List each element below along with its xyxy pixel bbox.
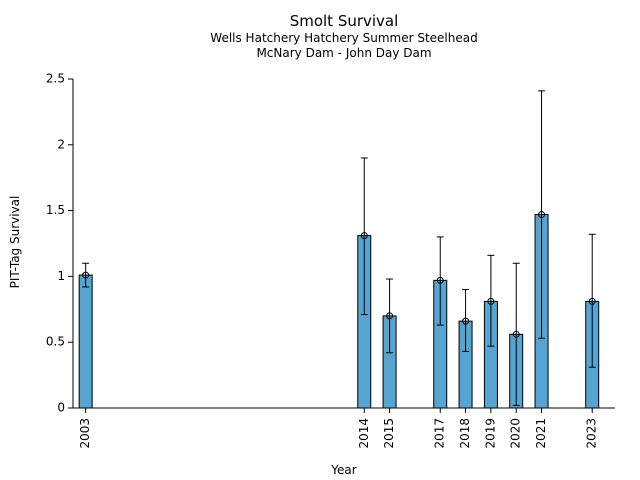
bars-group — [78, 214, 600, 409]
point-marker-2015 — [386, 312, 394, 320]
x-tick-label-2020: 2020 — [509, 418, 523, 449]
point-marker-2019 — [487, 297, 495, 305]
point-marker-2020 — [512, 330, 520, 338]
point-marker-2003 — [82, 271, 90, 279]
y-tick-label: 1.5 — [46, 203, 65, 217]
x-axis: 2003 2014 2015 2017 2018 2019 2020 2021 2023 — [73, 407, 615, 449]
y-tick-label: 0.5 — [46, 335, 65, 349]
y-axis-label: PIT-Tag Survival — [8, 196, 22, 289]
x-axis-label: Year — [330, 463, 356, 477]
x-tick-label-2019: 2019 — [483, 418, 497, 449]
bar-2003 — [78, 274, 93, 409]
y-tick-label: 2.5 — [46, 72, 65, 86]
point-marker-2014 — [360, 232, 368, 240]
y-tick-label: 2 — [57, 137, 65, 151]
x-tick-label-2003: 2003 — [78, 418, 92, 449]
y-tick-label: 1 — [57, 269, 65, 283]
x-tick-label-2015: 2015 — [382, 418, 396, 449]
y-axis: 0 0.5 1 1.5 2 2.5 — [46, 72, 74, 415]
y-tick-label: 0 — [57, 401, 65, 415]
point-marker-2023 — [588, 297, 596, 305]
x-tick-label-2017: 2017 — [433, 418, 447, 449]
x-tick-label-2014: 2014 — [357, 418, 371, 449]
x-tick-label-2018: 2018 — [458, 418, 472, 449]
chart-title: Smolt Survival — [289, 12, 399, 30]
point-marker-2017 — [436, 276, 444, 284]
x-tick-label-2023: 2023 — [585, 418, 599, 449]
chart-subtitle-line-1: Wells Hatchery Hatchery Summer Steelhead — [210, 31, 478, 45]
chart-subtitle-line-2: McNary Dam - John Day Dam — [256, 46, 432, 60]
point-marker-2021 — [538, 211, 546, 219]
point-marker-2018 — [462, 317, 470, 325]
error-bars-group — [82, 90, 596, 406]
x-tick-label-2021: 2021 — [534, 418, 548, 449]
